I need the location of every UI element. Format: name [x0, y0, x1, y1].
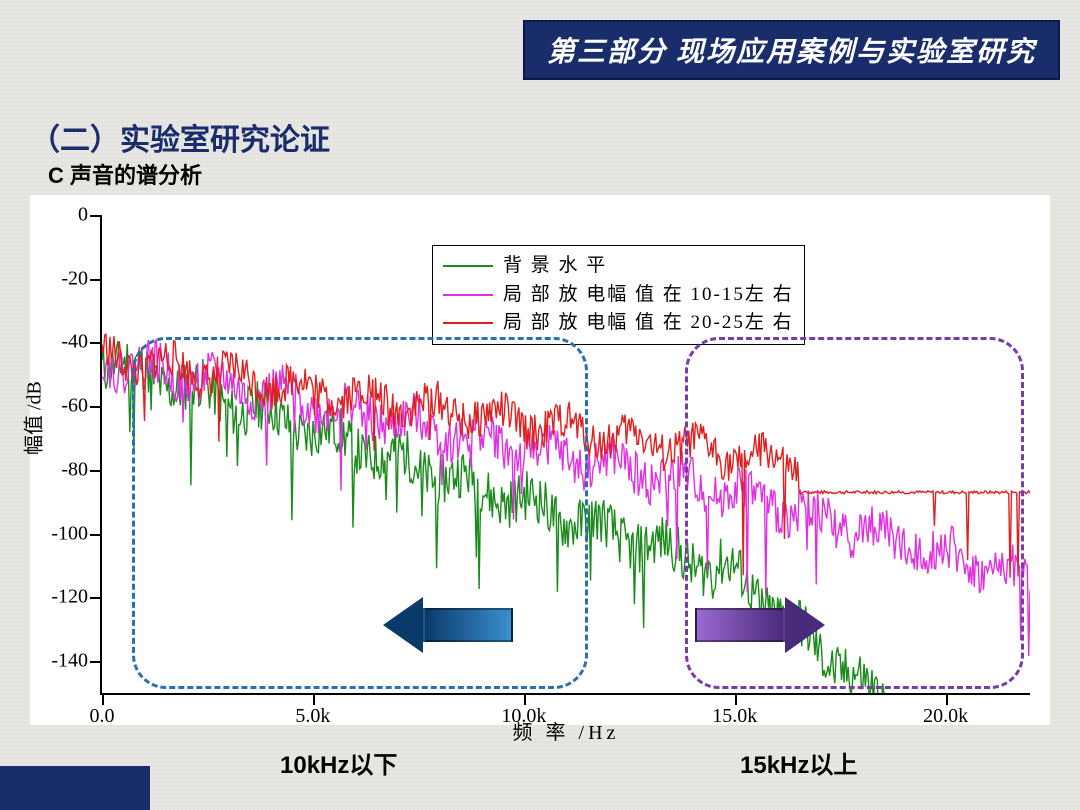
- legend-item: 局 部 放 电幅 值 在 20-25左 右: [443, 309, 794, 338]
- y-tick: [90, 279, 100, 281]
- region-label-high: 15kHz以上: [740, 745, 857, 780]
- spectrum-chart: 幅值 /dB 频 率 /Hz 0-20-40-60-80-100-120-140…: [30, 195, 1050, 725]
- x-tick: [313, 695, 315, 705]
- subsection-title: C 声音的谱分析: [48, 158, 202, 190]
- low-region-arrow: [383, 597, 513, 653]
- y-tick-label: -140: [51, 650, 88, 673]
- y-tick: [90, 534, 100, 536]
- x-tick-label: 20.0k: [923, 705, 968, 728]
- y-tick: [90, 406, 100, 408]
- legend-label: 局 部 放 电幅 值 在 20-25左 右: [503, 309, 794, 338]
- y-tick: [90, 661, 100, 663]
- y-tick-label: 0: [78, 204, 88, 227]
- y-tick: [90, 342, 100, 344]
- section-title: （二）实验室研究论证: [30, 115, 330, 159]
- x-tick: [102, 695, 104, 705]
- legend-swatch: [443, 265, 493, 267]
- x-tick: [946, 695, 948, 705]
- legend-item: 背 景 水 平: [443, 252, 794, 281]
- legend: 背 景 水 平局 部 放 电幅 值 在 10-15左 右局 部 放 电幅 值 在…: [432, 245, 805, 345]
- y-tick-label: -120: [51, 586, 88, 609]
- x-tick-label: 15.0k: [712, 705, 757, 728]
- high-region-arrow: [695, 597, 825, 653]
- region-label-low: 10kHz以下: [280, 745, 397, 780]
- series-background: [102, 341, 1030, 693]
- legend-item: 局 部 放 电幅 值 在 10-15左 右: [443, 281, 794, 310]
- footer-block: [0, 766, 150, 810]
- legend-label: 背 景 水 平: [503, 252, 607, 281]
- x-tick: [735, 695, 737, 705]
- series-pd10-15: [102, 339, 1030, 656]
- legend-label: 局 部 放 电幅 值 在 10-15左 右: [503, 281, 794, 310]
- y-tick-label: -40: [61, 331, 88, 354]
- y-tick-label: -60: [61, 395, 88, 418]
- plot-area: 频 率 /Hz 0-20-40-60-80-100-120-1400.05.0k…: [100, 215, 1030, 695]
- y-tick-label: -20: [61, 267, 88, 290]
- y-axis-label: 幅值 /dB: [18, 381, 47, 455]
- y-tick-label: -80: [61, 458, 88, 481]
- y-tick-label: -100: [51, 522, 88, 545]
- y-tick: [90, 215, 100, 217]
- x-tick-label: 5.0k: [295, 705, 330, 728]
- header-banner: 第三部分 现场应用案例与实验室研究: [523, 20, 1060, 80]
- x-tick: [524, 695, 526, 705]
- y-tick: [90, 470, 100, 472]
- y-tick: [90, 597, 100, 599]
- x-tick-label: 0.0: [90, 705, 115, 728]
- legend-swatch: [443, 322, 493, 324]
- legend-swatch: [443, 294, 493, 296]
- x-tick-label: 10.0k: [501, 705, 546, 728]
